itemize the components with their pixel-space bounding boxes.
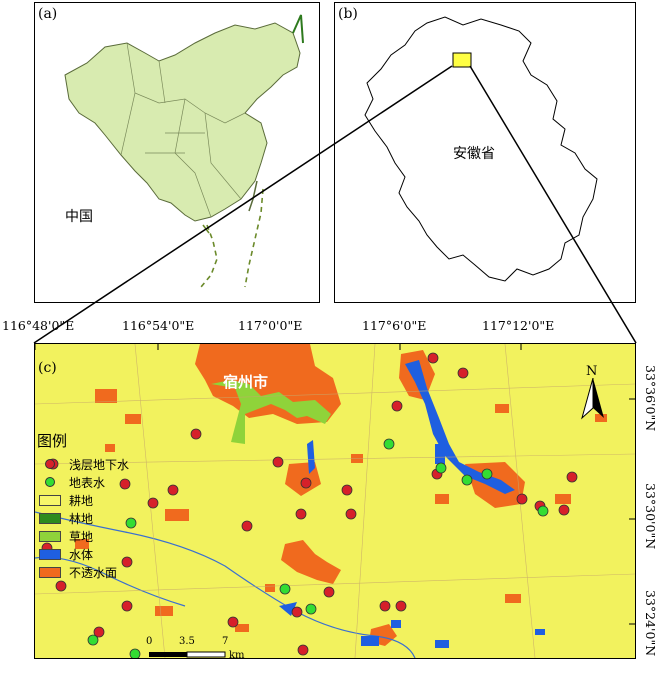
china-outline-map: [64, 14, 304, 288]
water-swatch: [39, 548, 61, 560]
legend-item-forest: 林地: [37, 509, 157, 527]
lon-tick-3: 117°0'0"E: [238, 318, 303, 333]
legend-label: 浅层地下水: [69, 457, 130, 472]
legend-label: 林地: [69, 511, 94, 526]
scale-tick-2: 7: [222, 636, 229, 647]
china-label: 中国: [65, 209, 93, 225]
lat-tick-2: 33°30'0"N: [643, 483, 658, 550]
cropland-swatch: [39, 494, 61, 506]
panel-b-label: (b): [338, 6, 358, 22]
city-label: 宿州市: [223, 373, 269, 391]
legend-label: 草地: [69, 529, 94, 544]
legend-item-groundwater: 浅层地下水: [37, 455, 157, 473]
legend-title: 图例: [37, 432, 68, 450]
forest-swatch: [39, 512, 61, 524]
north-label: N: [586, 364, 598, 379]
lon-tick-4: 117°6'0"E: [362, 318, 427, 333]
legend-item-impervious: 不透水面: [37, 563, 157, 581]
landuse-map-canvas: [35, 344, 635, 658]
lat-tick-3: 33°24'0"N: [643, 590, 658, 657]
map-legend: 图例 浅层地下水 地表水 耕地 林地 草地 水体 不透水面: [37, 430, 157, 581]
panel-c-label: (c): [38, 360, 57, 376]
red-point-icon: [45, 459, 55, 469]
legend-item-surface-water: 地表水: [37, 473, 157, 491]
panel-landuse-map: (c) 宿州市 图例 浅层地下水 地表水 耕地 林地 草地 水体: [34, 343, 636, 659]
lon-tick-1: 116°48'0"E: [2, 318, 75, 333]
lon-tick-5: 117°12'0"E: [482, 318, 555, 333]
legend-label: 地表水: [69, 475, 106, 490]
panel-china-map: (a) 中国: [34, 2, 320, 303]
anhui-label: 安徽省: [453, 146, 495, 162]
lat-tick-1: 33°36'0"N: [643, 365, 658, 432]
panel-anhui-map: (b) 安徽省: [334, 2, 636, 303]
legend-item-cropland: 耕地: [37, 491, 157, 509]
north-arrow-icon: N: [578, 364, 608, 420]
legend-label: 水体: [69, 547, 94, 562]
panel-a-label: (a): [38, 6, 58, 22]
legend-item-water: 水体: [37, 545, 157, 563]
legend-label: 耕地: [69, 493, 94, 508]
grassland-swatch: [39, 530, 61, 542]
legend-item-grassland: 草地: [37, 527, 157, 545]
green-point-icon: [45, 477, 55, 487]
impervious-swatch: [39, 566, 61, 578]
legend-label: 不透水面: [69, 565, 118, 580]
scale-unit: km: [229, 650, 245, 659]
scale-tick-1: 3.5: [179, 636, 195, 647]
lon-tick-2: 116°54'0"E: [122, 318, 195, 333]
scale-tick-0: 0: [146, 636, 153, 647]
